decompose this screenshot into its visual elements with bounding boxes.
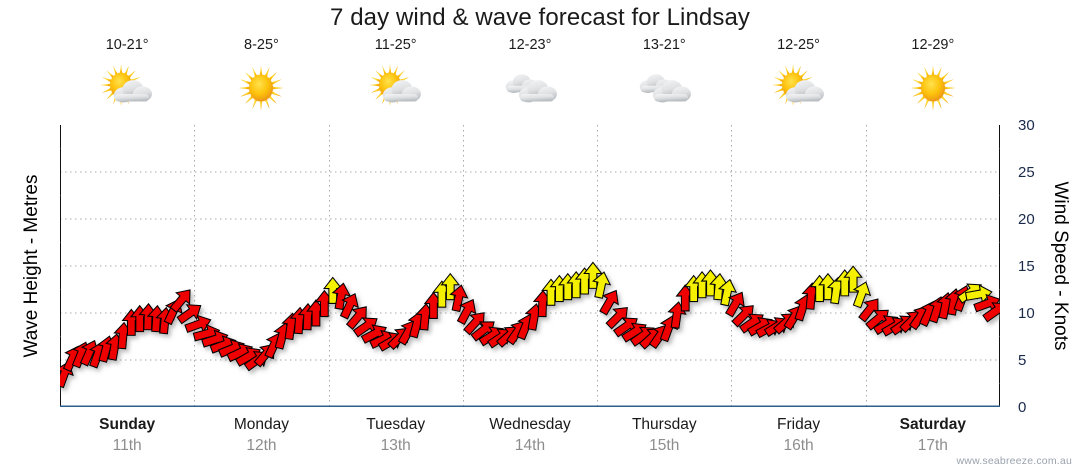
plot-area [60, 125, 1000, 407]
day-name: Monday [233, 416, 289, 433]
page-title: 7 day wind & wave forecast for Lindsay [329, 4, 750, 31]
day-header-tuesday: 11-25° [329, 36, 463, 124]
temperature-range: 10-21° [105, 37, 149, 53]
day-header-thursday: 13-21° [597, 36, 731, 124]
day-date: 14th [514, 436, 546, 454]
day-name: Wednesday [489, 416, 571, 433]
sun-behind-cloud-icon [91, 59, 163, 117]
day-name: Saturday [899, 416, 966, 433]
cloudy-icon [494, 59, 566, 117]
day-date: 17th [917, 436, 948, 454]
temperature-range: 11-25° [374, 37, 417, 53]
left-axis-title: Wave Height - Metres [21, 174, 42, 358]
day-header-monday: 8-25° [194, 36, 328, 124]
day-date: 12th [246, 436, 277, 454]
day-header-strip: 10-21° 8-25° 11-25° 12-23° 13-21° 12-25° 12-29… [60, 36, 1000, 124]
day-header-saturday: 12-29° [866, 36, 1000, 124]
day-name: Thursday [631, 416, 697, 433]
temperature-range: 12-25° [777, 37, 820, 53]
right-tick-10: 10 [1018, 305, 1035, 322]
day-footer-strip: Sunday 11th Monday 12th Tuesday 13th Wednesday… [60, 415, 1000, 457]
temperature-range: 8-25° [244, 37, 279, 53]
right-tick-5: 5 [1018, 352, 1027, 369]
day-date: 11th [112, 436, 142, 454]
sun-icon [897, 59, 969, 117]
day-name: Sunday [99, 416, 156, 433]
day-footer-thursday: Thursday 15th [597, 415, 731, 457]
sun-icon [225, 59, 297, 117]
temperature-range: 12-23° [508, 37, 552, 53]
right-tick-20: 20 [1018, 211, 1035, 228]
day-footer-monday: Monday 12th [194, 415, 328, 457]
day-header-friday: 12-25° [731, 36, 865, 124]
plot-svg [60, 125, 1000, 407]
sun-behind-cloud-icon [360, 59, 432, 117]
day-footer-tuesday: Tuesday 13th [329, 415, 463, 457]
day-footer-friday: Friday 16th [731, 415, 865, 457]
temperature-range: 12-29° [911, 37, 955, 53]
day-header-sunday: 10-21° [60, 36, 194, 124]
right-tick-15: 15 [1018, 258, 1035, 275]
sun-behind-cloud-icon [763, 59, 835, 117]
day-date: 15th [649, 436, 680, 454]
right-tick-0: 0 [1018, 399, 1027, 416]
day-date: 13th [380, 436, 411, 454]
day-header-wednesday: 12-23° [463, 36, 597, 124]
cloudy-icon [628, 59, 700, 117]
day-footer-wednesday: Wednesday 14th [463, 415, 597, 457]
watermark: www.seabreeze.com.au [956, 455, 1072, 467]
right-tick-25: 25 [1018, 164, 1035, 181]
day-footer-saturday: Saturday 17th [866, 415, 1000, 457]
right-tick-30: 30 [1018, 117, 1035, 134]
day-name: Tuesday [366, 416, 426, 433]
day-date: 16th [783, 436, 814, 454]
day-name: Friday [777, 416, 821, 433]
temperature-range: 13-21° [642, 37, 686, 53]
day-footer-sunday: Sunday 11th [60, 415, 194, 457]
